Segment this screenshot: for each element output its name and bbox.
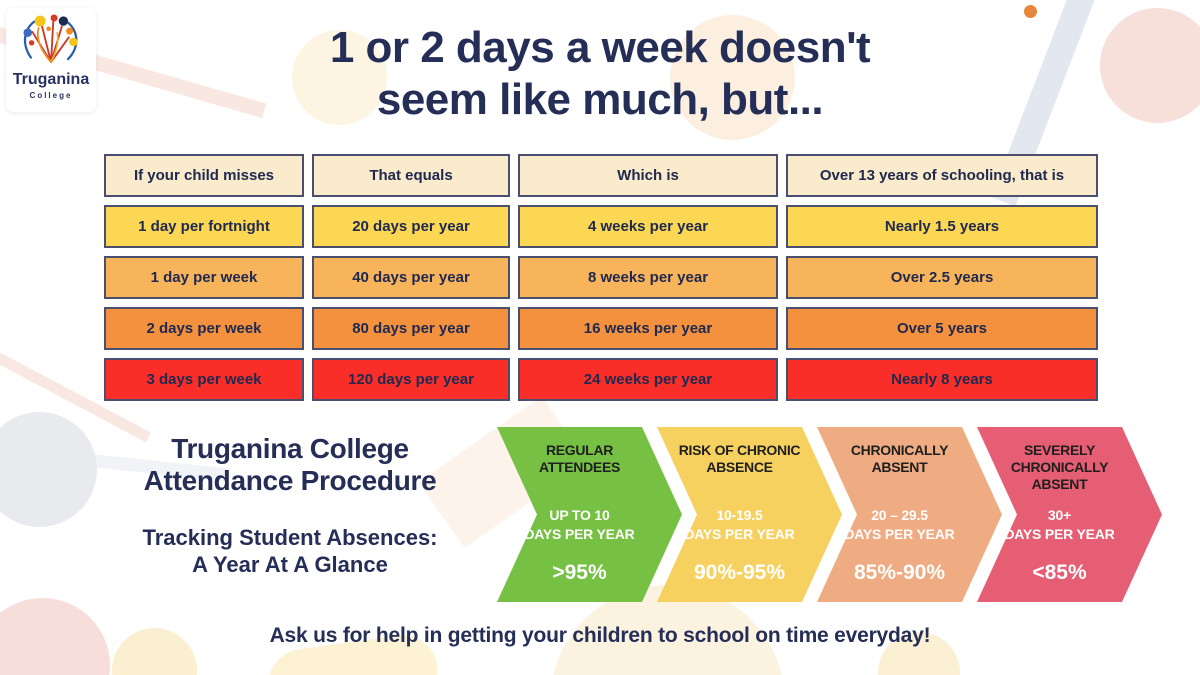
chevron-category-label: RISK OF CHRONIC ABSENCE (678, 442, 801, 475)
table-cell: Over 2.5 years (786, 256, 1098, 299)
table-cell: 1 day per fortnight (104, 205, 304, 248)
procedure-heading: Truganina College Attendance Procedure (100, 433, 480, 498)
chevron-category-label: SEVERELY CHRONICALLY ABSENT (1010, 442, 1109, 492)
chevron-percent-label: <85% (1032, 561, 1087, 584)
absence-table: If your child misses That equals Which i… (104, 154, 1098, 401)
table-cell: 20 days per year (312, 205, 510, 248)
table-cell: 16 weeks per year (518, 307, 778, 350)
chevron-days-label: 10-19.5 DAYS PER YEAR (671, 506, 808, 544)
chevron-regular-attendees: REGULAR ATTENDEES UP TO 10 DAYS PER YEAR… (497, 427, 682, 602)
table-cell: 24 weeks per year (518, 358, 778, 401)
procedure-subheading: Tracking Student Absences: A Year At A G… (100, 524, 480, 579)
chevron-severely-chronically-absent: SEVERELY CHRONICALLY ABSENT 30+ DAYS PER… (977, 427, 1162, 602)
chevron-days-label: UP TO 10 DAYS PER YEAR (511, 506, 648, 544)
chevron-days-unit: DAYS PER YEAR (844, 525, 955, 542)
chevron-category-label: REGULAR ATTENDEES (538, 442, 621, 475)
table-cell: 120 days per year (312, 358, 510, 401)
table-header-cell: Which is (518, 154, 778, 197)
chevron-percent-label: 90%-95% (693, 561, 786, 584)
chevron-chronically-absent: CHRONICALLY ABSENT 20 – 29.5 DAYS PER YE… (817, 427, 1002, 602)
chevron-days-range: 30+ (1047, 507, 1072, 523)
chevron-percent-label: >95% (552, 561, 607, 584)
procedure-subheading-line1: Tracking Student Absences: (142, 524, 438, 550)
table-cell: 4 weeks per year (518, 205, 778, 248)
table-header-cell: That equals (312, 154, 510, 197)
table-cell: 80 days per year (312, 307, 510, 350)
table-cell: Nearly 1.5 years (786, 205, 1098, 248)
page-title: 1 or 2 days a week doesn't seem like muc… (0, 22, 1200, 126)
page-title-line1: 1 or 2 days a week doesn't (329, 23, 871, 72)
chevron-days-label: 20 – 29.5 DAYS PER YEAR (831, 506, 968, 544)
procedure-heading-line1: Truganina College (171, 433, 409, 464)
chevron-days-range: UP TO 10 (549, 507, 610, 523)
table-cell: 8 weeks per year (518, 256, 778, 299)
chevron-days-unit: DAYS PER YEAR (1004, 525, 1115, 542)
attendance-category-strip: REGULAR ATTENDEES UP TO 10 DAYS PER YEAR… (497, 427, 1177, 602)
table-cell: Nearly 8 years (786, 358, 1098, 401)
table-header-cell: Over 13 years of schooling, that is (786, 154, 1098, 197)
page-title-line2: seem like much, but... (376, 74, 824, 124)
table-cell: Over 5 years (786, 307, 1098, 350)
table-cell: 40 days per year (312, 256, 510, 299)
procedure-heading-line2: Attendance Procedure (143, 465, 437, 497)
chevron-days-unit: DAYS PER YEAR (684, 525, 795, 542)
table-header-cell: If your child misses (104, 154, 304, 197)
chevron-category-label: CHRONICALLY ABSENT (850, 442, 949, 475)
table-cell: 3 days per week (104, 358, 304, 401)
table-cell: 1 day per week (104, 256, 304, 299)
chevron-days-unit: DAYS PER YEAR (524, 525, 635, 542)
procedure-subheading-line2: A Year At A Glance (192, 552, 388, 578)
table-cell: 2 days per week (104, 307, 304, 350)
chevron-percent-label: 85%-90% (853, 561, 946, 584)
footer-tagline: Ask us for help in getting your children… (269, 624, 931, 647)
chevron-risk-of-chronic-absence: RISK OF CHRONIC ABSENCE 10-19.5 DAYS PER… (657, 427, 842, 602)
chevron-days-range: 10-19.5 (716, 507, 763, 523)
chevron-days-label: 30+ DAYS PER YEAR (991, 506, 1128, 544)
chevron-days-range: 20 – 29.5 (871, 507, 928, 523)
procedure-block: Truganina College Attendance Procedure T… (100, 433, 480, 579)
